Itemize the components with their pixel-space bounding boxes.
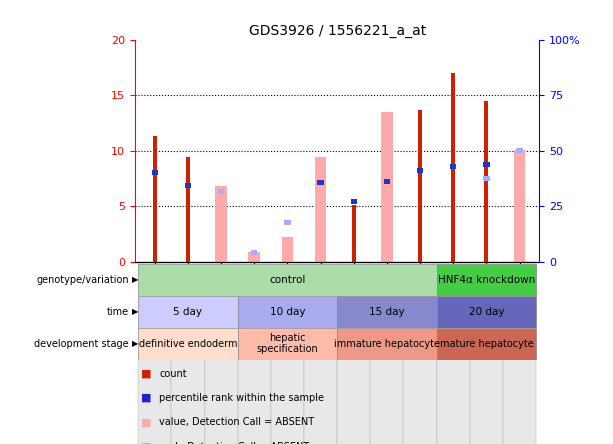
Bar bbox=[205, 262, 238, 444]
Text: HNF4α knockdown: HNF4α knockdown bbox=[438, 275, 535, 285]
Text: ■: ■ bbox=[141, 417, 151, 428]
Bar bbox=[251, 250, 257, 254]
Bar bbox=[436, 296, 536, 328]
Bar bbox=[483, 176, 490, 181]
Bar bbox=[384, 179, 390, 184]
Bar bbox=[436, 262, 470, 444]
Bar bbox=[503, 262, 536, 444]
Bar bbox=[185, 182, 191, 187]
Bar bbox=[484, 101, 489, 262]
Bar bbox=[337, 262, 370, 444]
Bar bbox=[218, 189, 224, 194]
Bar bbox=[318, 180, 324, 185]
Bar bbox=[516, 148, 523, 153]
Text: mature hepatocyte: mature hepatocyte bbox=[440, 339, 533, 349]
Bar bbox=[172, 262, 205, 444]
Text: 5 day: 5 day bbox=[173, 307, 202, 317]
Bar bbox=[215, 186, 227, 262]
Bar bbox=[238, 296, 337, 328]
Bar bbox=[186, 157, 190, 262]
Bar bbox=[304, 262, 337, 444]
Text: 20 day: 20 day bbox=[468, 307, 504, 317]
Bar bbox=[470, 262, 503, 444]
Text: ▶: ▶ bbox=[132, 307, 139, 316]
Text: rank, Detection Call = ABSENT: rank, Detection Call = ABSENT bbox=[159, 442, 310, 444]
Bar bbox=[271, 262, 304, 444]
Bar bbox=[351, 199, 357, 204]
Text: ▶: ▶ bbox=[132, 275, 139, 284]
Bar bbox=[450, 164, 457, 169]
Text: development stage: development stage bbox=[34, 339, 129, 349]
Title: GDS3926 / 1556221_a_at: GDS3926 / 1556221_a_at bbox=[248, 24, 426, 38]
Bar bbox=[337, 296, 436, 328]
Bar bbox=[337, 328, 436, 360]
Bar bbox=[436, 328, 536, 360]
Bar bbox=[381, 112, 393, 262]
Text: 15 day: 15 day bbox=[369, 307, 405, 317]
Text: ▶: ▶ bbox=[132, 339, 139, 348]
Bar bbox=[352, 205, 356, 262]
Text: immature hepatocyte: immature hepatocyte bbox=[334, 339, 440, 349]
Bar bbox=[138, 264, 436, 296]
Bar bbox=[314, 157, 326, 262]
Bar bbox=[138, 328, 238, 360]
Bar bbox=[248, 252, 260, 262]
Bar bbox=[370, 262, 403, 444]
Bar bbox=[151, 170, 158, 175]
Bar bbox=[238, 262, 271, 444]
Bar bbox=[436, 264, 536, 296]
Text: genotype/variation: genotype/variation bbox=[36, 275, 129, 285]
Bar bbox=[451, 73, 455, 262]
Bar bbox=[418, 110, 422, 262]
Text: value, Detection Call = ABSENT: value, Detection Call = ABSENT bbox=[159, 417, 314, 428]
Text: count: count bbox=[159, 369, 187, 379]
Bar bbox=[281, 237, 293, 262]
Bar bbox=[417, 168, 423, 173]
Bar bbox=[138, 262, 172, 444]
Bar bbox=[238, 328, 337, 360]
Bar bbox=[483, 162, 490, 166]
Text: ■: ■ bbox=[141, 369, 151, 379]
Text: hepatic
specification: hepatic specification bbox=[256, 333, 318, 354]
Bar bbox=[403, 262, 436, 444]
Text: ■: ■ bbox=[141, 393, 151, 403]
Bar bbox=[138, 296, 238, 328]
Bar bbox=[284, 220, 291, 225]
Text: 10 day: 10 day bbox=[270, 307, 305, 317]
Text: control: control bbox=[269, 275, 306, 285]
Bar bbox=[514, 150, 525, 262]
Text: definitive endoderm: definitive endoderm bbox=[139, 339, 237, 349]
Bar bbox=[153, 136, 157, 262]
Text: ■: ■ bbox=[141, 442, 151, 444]
Text: time: time bbox=[107, 307, 129, 317]
Text: percentile rank within the sample: percentile rank within the sample bbox=[159, 393, 324, 403]
